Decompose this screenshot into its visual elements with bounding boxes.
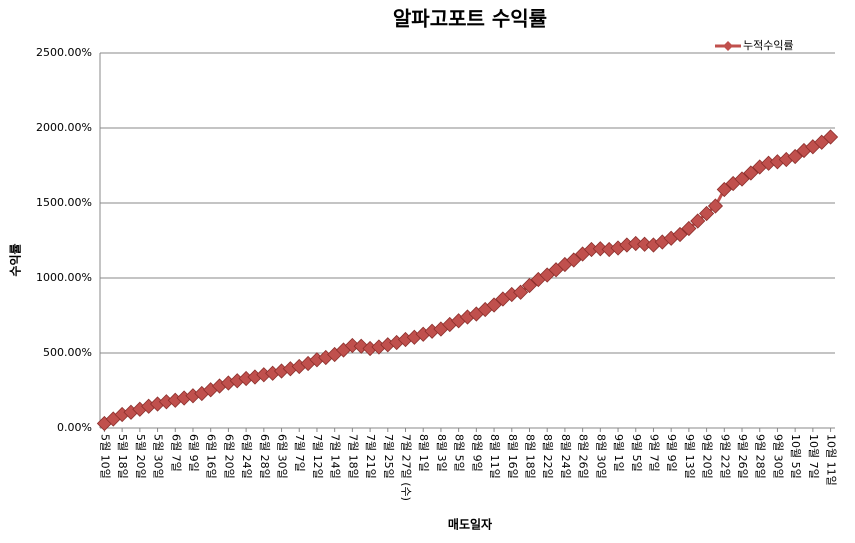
y-tick-label: 2500.00% xyxy=(36,46,92,59)
x-tick-label: 8월 30일 xyxy=(594,434,608,479)
x-tick-label: 8월 5일 xyxy=(453,434,467,472)
data-point xyxy=(690,213,706,229)
x-tick-label: 6월 20일 xyxy=(222,434,236,479)
x-tick-label: 6월 30일 xyxy=(276,434,290,479)
x-tick-label: 8월 18일 xyxy=(523,434,537,479)
x-tick-label: 9월 1일 xyxy=(612,434,626,472)
x-tick-label: 8월 9일 xyxy=(470,434,484,472)
x-tick-label: 7월 14일 xyxy=(329,434,343,479)
x-tick-label: 10월 7일 xyxy=(807,434,821,479)
x-tick-label: 7월 25일 xyxy=(382,434,396,479)
data-point xyxy=(353,338,369,354)
y-axis-title: 수익률 xyxy=(9,243,23,276)
y-tick-label: 500.00% xyxy=(43,346,92,359)
x-tick-label: 9월 7일 xyxy=(647,434,661,472)
data-point xyxy=(787,148,803,165)
x-axis-title: 매도일자 xyxy=(448,517,492,532)
x-tick-label: 9월 13일 xyxy=(683,434,697,479)
data-point xyxy=(743,165,759,181)
data-point xyxy=(513,284,529,300)
x-tick-label: 10월 5일 xyxy=(789,434,803,479)
data-point xyxy=(734,171,750,187)
chart-title: 알파고포트 수익률 xyxy=(393,7,547,31)
x-tick-label: 7월 27일 (수) xyxy=(400,434,414,501)
x-tick-label: 9월 9일 xyxy=(665,434,679,472)
x-tick-label: 6월 16일 xyxy=(205,434,219,479)
x-tick-label: 8월 16일 xyxy=(506,434,520,479)
x-tick-label: 6월 28일 xyxy=(258,434,272,479)
data-point xyxy=(681,220,697,237)
x-tick-label: 5월 30일 xyxy=(152,434,166,479)
data-point xyxy=(521,277,538,294)
x-tick-label: 9월 28일 xyxy=(754,434,768,479)
x-tick-label: 8월 24일 xyxy=(559,434,573,479)
x-tick-label: 7월 21일 xyxy=(364,434,378,479)
legend-label: 누적수익률 xyxy=(743,39,794,52)
x-tick-label: 8월 1일 xyxy=(417,434,431,472)
x-tick-label: 9월 30일 xyxy=(771,434,785,479)
x-tick-label: 9월 26일 xyxy=(736,434,750,479)
x-tick-label: 8월 11일 xyxy=(488,434,502,479)
x-tick-label: 5월 10일 xyxy=(98,434,112,479)
data-point xyxy=(699,205,715,222)
x-tick-label: 7월 12일 xyxy=(311,434,325,479)
x-tick-label: 5월 20일 xyxy=(134,434,148,479)
x-tick-label: 8월 26일 xyxy=(577,434,591,479)
y-tick-label: 2000.00% xyxy=(36,121,92,134)
x-tick-label: 9월 20일 xyxy=(701,434,715,479)
x-tick-label: 8월 3일 xyxy=(435,434,449,472)
data-point xyxy=(486,297,502,313)
y-tick-label: 1500.00% xyxy=(36,196,92,209)
y-tick-label: 1000.00% xyxy=(36,271,92,284)
x-tick-label: 9월 5일 xyxy=(630,434,644,472)
x-tick-label: 7월 18일 xyxy=(346,434,360,479)
x-tick-label: 5월 18일 xyxy=(116,434,130,479)
data-point xyxy=(672,226,688,243)
x-tick-label: 10월 11일 xyxy=(825,434,839,486)
x-tick-label: 6월 9일 xyxy=(187,434,201,472)
y-tick-label: 0.00% xyxy=(57,421,92,434)
x-tick-label: 7월 7일 xyxy=(293,434,307,472)
x-tick-label: 6월 24일 xyxy=(240,434,254,479)
x-tick-label: 8월 22일 xyxy=(541,434,555,479)
x-tick-label: 6월 7일 xyxy=(169,434,183,472)
x-tick-label: 9월 22일 xyxy=(718,434,732,479)
data-point xyxy=(716,181,732,198)
legend-marker xyxy=(723,41,733,51)
data-point xyxy=(566,252,582,268)
data-point xyxy=(823,129,839,145)
data-point xyxy=(707,198,724,214)
